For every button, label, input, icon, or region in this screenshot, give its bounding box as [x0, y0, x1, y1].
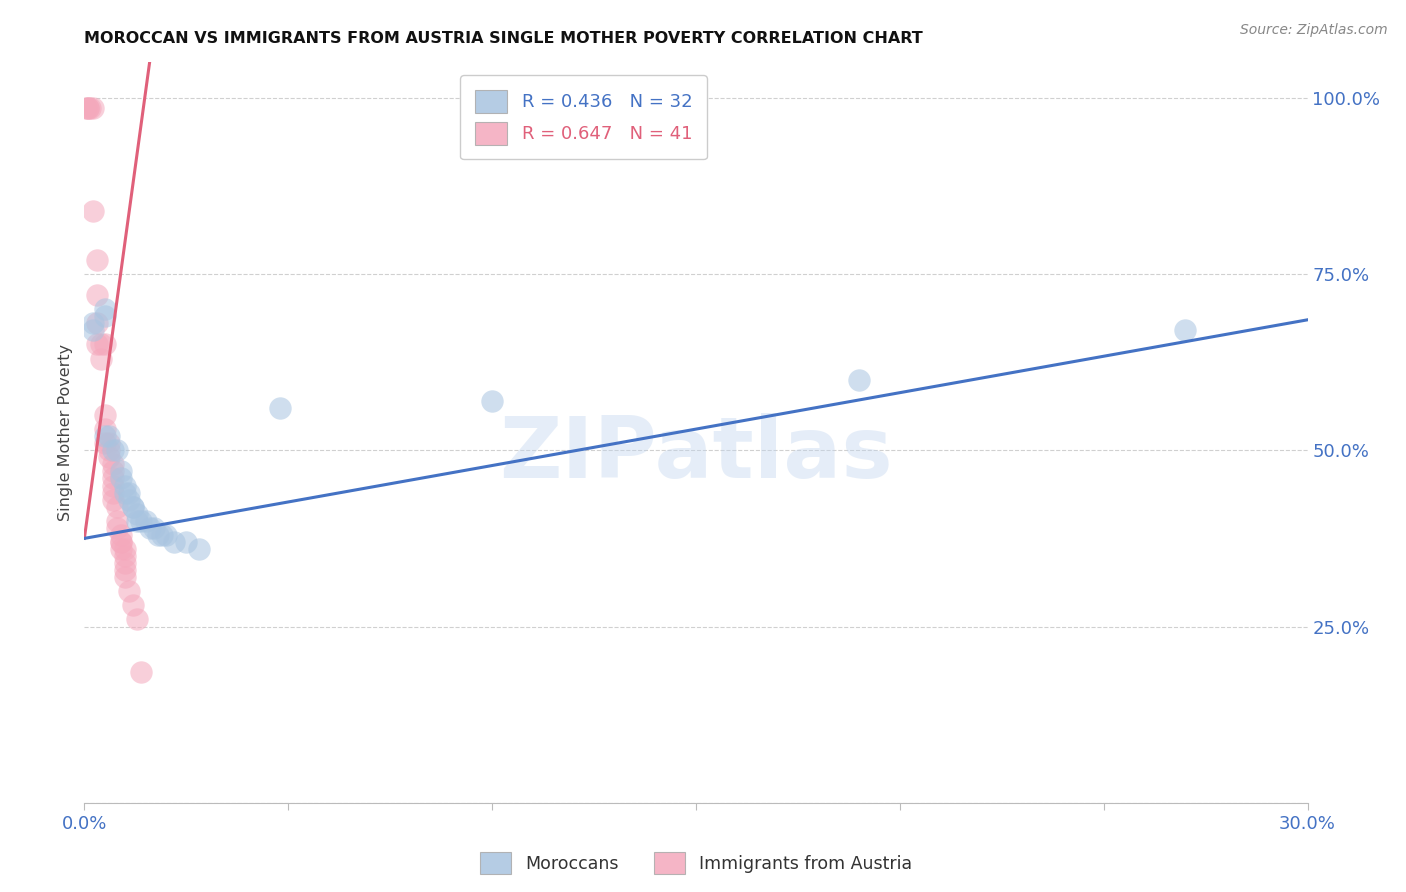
Point — [82, 101, 104, 115]
Text: ZIPatlas: ZIPatlas — [499, 413, 893, 496]
Y-axis label: Single Mother Poverty: Single Mother Poverty — [58, 344, 73, 521]
Point — [142, 521, 165, 535]
Point — [118, 485, 141, 500]
Point — [135, 514, 157, 528]
Point — [138, 521, 160, 535]
Point — [122, 500, 145, 514]
Point — [110, 464, 132, 478]
Point — [105, 500, 128, 514]
Point — [110, 535, 132, 549]
Point — [114, 478, 136, 492]
Point — [101, 471, 124, 485]
Point — [93, 429, 115, 443]
Point — [101, 443, 124, 458]
Point — [93, 422, 115, 436]
Point — [114, 485, 136, 500]
Point — [97, 450, 120, 465]
Point — [101, 464, 124, 478]
Point — [122, 500, 145, 514]
Point — [97, 429, 120, 443]
Point — [93, 310, 115, 324]
Point — [105, 521, 128, 535]
Point — [90, 351, 112, 366]
Point — [82, 203, 104, 218]
Point — [110, 541, 132, 556]
Point — [86, 252, 108, 267]
Point — [93, 337, 115, 351]
Point — [90, 337, 112, 351]
Point — [114, 549, 136, 563]
Point — [127, 514, 149, 528]
Point — [77, 101, 100, 115]
Point — [481, 393, 503, 408]
Point — [114, 556, 136, 570]
Point — [1174, 323, 1197, 337]
Point — [122, 599, 145, 613]
Point — [86, 316, 108, 330]
Point — [75, 101, 97, 115]
Point — [155, 528, 177, 542]
Point — [101, 478, 124, 492]
Point — [86, 337, 108, 351]
Point — [97, 436, 120, 450]
Point — [127, 612, 149, 626]
Point — [146, 528, 169, 542]
Point — [82, 316, 104, 330]
Point — [269, 401, 291, 415]
Point — [105, 443, 128, 458]
Point — [93, 436, 115, 450]
Text: MOROCCAN VS IMMIGRANTS FROM AUSTRIA SINGLE MOTHER POVERTY CORRELATION CHART: MOROCCAN VS IMMIGRANTS FROM AUSTRIA SING… — [84, 31, 924, 46]
Point — [97, 443, 120, 458]
Point — [187, 541, 209, 556]
Point — [101, 492, 124, 507]
Point — [114, 563, 136, 577]
Point — [93, 302, 115, 317]
Point — [77, 101, 100, 115]
Point — [150, 528, 173, 542]
Point — [101, 458, 124, 472]
Point — [118, 584, 141, 599]
Point — [114, 570, 136, 584]
Point — [79, 101, 101, 115]
Point — [110, 528, 132, 542]
Point — [110, 471, 132, 485]
Text: Source: ZipAtlas.com: Source: ZipAtlas.com — [1240, 23, 1388, 37]
Legend: Moroccans, Immigrants from Austria: Moroccans, Immigrants from Austria — [471, 843, 921, 883]
Point — [131, 665, 153, 680]
Point — [127, 507, 149, 521]
Point — [101, 485, 124, 500]
Point — [105, 514, 128, 528]
Point — [86, 288, 108, 302]
Point — [114, 541, 136, 556]
Point — [174, 535, 197, 549]
Point — [118, 492, 141, 507]
Point — [93, 408, 115, 422]
Point — [848, 373, 870, 387]
Point — [131, 514, 153, 528]
Point — [163, 535, 186, 549]
Point — [82, 323, 104, 337]
Point — [110, 535, 132, 549]
